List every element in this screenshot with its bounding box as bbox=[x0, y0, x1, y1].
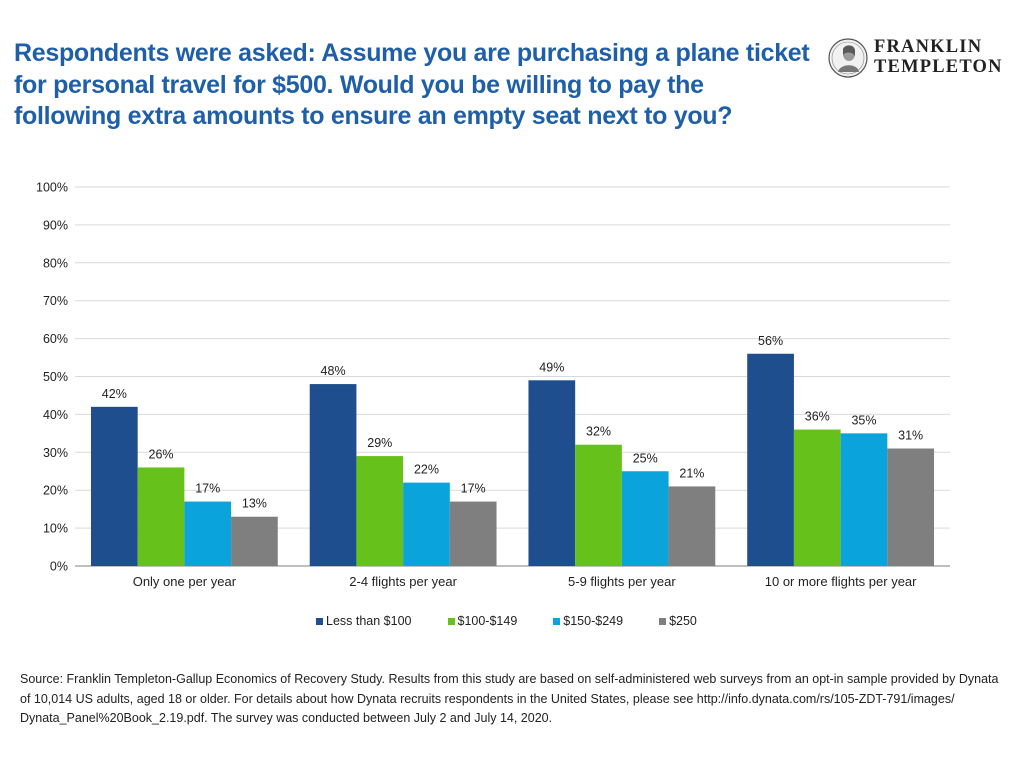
data-label: 56% bbox=[758, 334, 783, 348]
x-axis-categories: Only one per year 2-4 flights per year 5-9… bbox=[133, 574, 917, 589]
data-labels: 42% 26% 17% 13% 48% 29% 22% 17% 49% 32% 25% 21% 56% 3… bbox=[102, 334, 923, 511]
bar bbox=[184, 501, 232, 566]
legend-label: Less than $100 bbox=[326, 614, 412, 628]
y-tick-label: 50% bbox=[43, 370, 68, 384]
y-tick-label: 90% bbox=[43, 218, 68, 232]
bar bbox=[449, 501, 497, 566]
y-tick-label: 10% bbox=[43, 522, 68, 536]
x-category-label: 10 or more flights per year bbox=[765, 574, 917, 589]
data-label: 32% bbox=[586, 425, 611, 439]
legend-item: $150-$249 bbox=[553, 614, 623, 628]
data-label: 26% bbox=[149, 447, 174, 461]
data-label: 49% bbox=[539, 360, 564, 374]
logo-line-1: FRANKLIN bbox=[874, 37, 983, 57]
legend-swatch bbox=[316, 617, 323, 625]
x-category-label: Only one per year bbox=[133, 574, 237, 589]
legend-label: $100-$149 bbox=[457, 614, 518, 628]
data-label: 36% bbox=[805, 410, 830, 424]
bar bbox=[840, 433, 888, 566]
legend-item: $100-$149 bbox=[447, 614, 518, 628]
data-label: 29% bbox=[367, 436, 392, 450]
franklin-templeton-logo: FRANKLIN TEMPLETON bbox=[828, 36, 1013, 80]
bar bbox=[747, 353, 794, 566]
y-tick-label: 80% bbox=[43, 256, 68, 270]
legend-label: $250 bbox=[669, 614, 697, 628]
source-note: Source: Franklin Templeton-Gallup Econom… bbox=[20, 672, 999, 725]
bar bbox=[575, 444, 622, 566]
legend-label: $150-$249 bbox=[563, 614, 624, 628]
y-tick-label: 20% bbox=[43, 484, 68, 498]
bar bbox=[356, 456, 404, 566]
bar bbox=[793, 429, 841, 566]
bar bbox=[887, 448, 935, 566]
data-label: 17% bbox=[195, 482, 220, 496]
logo-line-2: TEMPLETON bbox=[874, 57, 1003, 77]
data-label: 25% bbox=[633, 451, 658, 465]
data-label: 13% bbox=[242, 497, 267, 511]
data-label: 31% bbox=[898, 429, 923, 443]
y-tick-label: 0% bbox=[50, 560, 68, 574]
x-category-label: 2-4 flights per year bbox=[349, 574, 457, 589]
chart-legend: Less than $100 $100-$149 $150-$249 $250 bbox=[316, 611, 697, 631]
legend-item: $250 bbox=[659, 614, 697, 628]
data-label: 48% bbox=[321, 364, 346, 378]
bars bbox=[90, 353, 935, 566]
data-label: 21% bbox=[679, 466, 704, 480]
legend-swatch bbox=[659, 617, 667, 625]
bar bbox=[309, 384, 357, 566]
legend-swatch bbox=[553, 617, 561, 625]
x-category-label: 5-9 flights per year bbox=[568, 574, 676, 589]
data-label: 17% bbox=[461, 482, 486, 496]
data-label: 22% bbox=[414, 463, 439, 477]
legend-swatch bbox=[447, 617, 455, 625]
bar bbox=[137, 467, 185, 566]
bar bbox=[90, 406, 138, 566]
bar bbox=[231, 516, 278, 566]
bar-chart: 0% 10% 20% 30% 40% 50% 60% 70% 80% 90% 100% 42% 26%… bbox=[36, 181, 950, 589]
bar bbox=[403, 482, 450, 566]
y-axis-ticks: 0% 10% 20% 30% 40% 50% 60% 70% 80% 90% 100% bbox=[36, 181, 68, 574]
y-tick-label: 40% bbox=[43, 408, 68, 422]
y-tick-label: 100% bbox=[36, 181, 68, 195]
chart-title: Respondents were asked: Assume you are p… bbox=[14, 39, 810, 130]
benjamin-franklin-portrait-icon bbox=[828, 38, 868, 78]
bar bbox=[621, 471, 669, 566]
bar bbox=[668, 486, 716, 566]
y-tick-label: 70% bbox=[43, 294, 68, 308]
y-tick-label: 60% bbox=[43, 332, 68, 346]
y-tick-label: 30% bbox=[43, 446, 68, 460]
data-label: 35% bbox=[851, 413, 876, 427]
data-label: 42% bbox=[102, 387, 127, 401]
legend-item: Less than $100 bbox=[316, 614, 412, 628]
bar bbox=[528, 380, 576, 566]
